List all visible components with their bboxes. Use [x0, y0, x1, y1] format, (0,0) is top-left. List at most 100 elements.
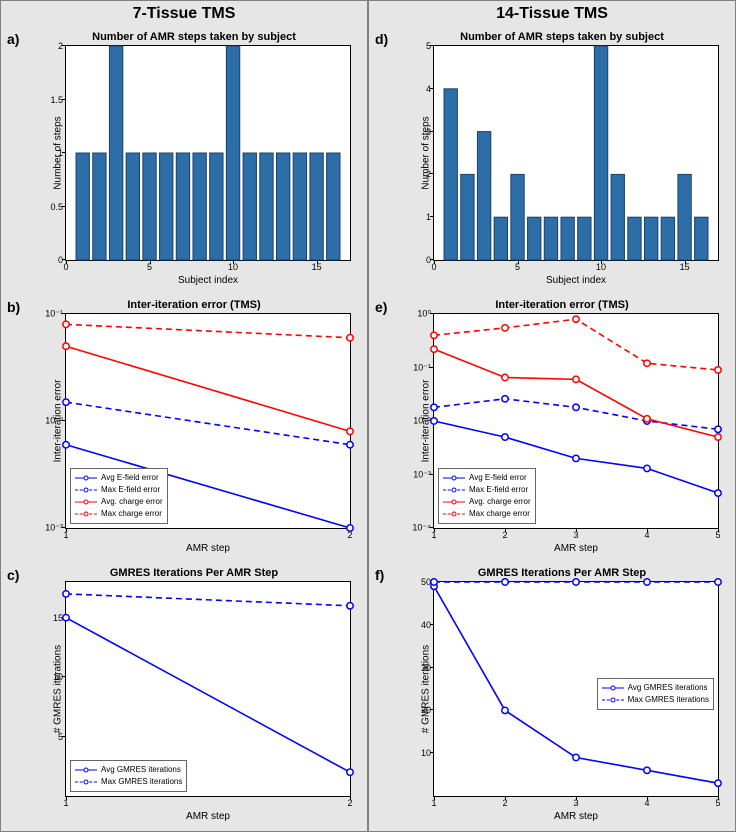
- series-marker: [573, 579, 579, 585]
- xtick-mark: [66, 528, 67, 532]
- ylabel: # GMRES iterations: [421, 645, 432, 733]
- panel-label-c: c): [7, 567, 19, 583]
- legend-marker-icon: [84, 512, 89, 517]
- legend-row: Avg. charge error: [443, 496, 531, 508]
- ytick: 2: [58, 41, 66, 51]
- legend-row: Avg GMRES iterations: [75, 764, 182, 776]
- series-line: [434, 399, 718, 429]
- bar: [276, 153, 289, 260]
- ytick: 10: [421, 748, 434, 758]
- series-marker: [644, 579, 650, 585]
- legend-text: Max E-field error: [469, 484, 528, 496]
- panel-e: e) Inter-iteration error (TMS) Inter-ite…: [397, 297, 727, 557]
- legend-sample: [443, 497, 465, 507]
- bar: [310, 153, 323, 260]
- series-marker: [715, 780, 721, 786]
- legend-text: Max GMRES iterations: [628, 694, 709, 706]
- xlabel: AMR step: [186, 811, 230, 822]
- xtick-mark: [718, 528, 719, 532]
- legend-sample: [75, 485, 97, 495]
- bar: [544, 217, 557, 260]
- xtick-mark: [505, 796, 506, 800]
- legend: Avg GMRES iterationsMax GMRES iterations: [70, 760, 187, 792]
- xtick-mark: [647, 528, 648, 532]
- column-header-right: 14-Tissue TMS: [369, 1, 735, 27]
- bar: [461, 174, 474, 260]
- bar: [160, 153, 173, 260]
- legend-row: Max charge error: [443, 508, 531, 520]
- bar: [494, 217, 507, 260]
- series-marker: [502, 579, 508, 585]
- ytick: 5: [58, 732, 66, 742]
- series-marker: [644, 465, 650, 471]
- legend-text: Avg E-field error: [101, 472, 159, 484]
- series-marker: [347, 428, 353, 434]
- ytick: 10⁰: [417, 309, 434, 320]
- ytick: 10: [53, 672, 66, 682]
- legend-text: Avg E-field error: [469, 472, 527, 484]
- axes-b: Inter-iteration errorAMR step10⁻³10⁻²10⁻…: [65, 313, 351, 529]
- ytick: 1.5: [50, 95, 66, 105]
- series-marker: [644, 416, 650, 422]
- xtick-mark: [518, 260, 519, 264]
- series-marker: [502, 707, 508, 713]
- series-marker: [347, 335, 353, 341]
- legend-row: Max charge error: [75, 508, 163, 520]
- ytick: 10⁻³: [413, 469, 434, 480]
- column-left: 7-Tissue TMS a) Number of AMR steps take…: [0, 0, 368, 832]
- legend-row: Avg. charge error: [75, 496, 163, 508]
- legend: Avg E-field errorMax E-field errorAvg. c…: [438, 468, 536, 524]
- legend-marker-icon: [452, 512, 457, 517]
- panel-label-e: e): [375, 299, 387, 315]
- xtick-mark: [576, 528, 577, 532]
- panel-title-b: Inter-iteration error (TMS): [29, 297, 359, 313]
- legend-text: Avg. charge error: [101, 496, 163, 508]
- xtick-mark: [434, 528, 435, 532]
- series-marker: [347, 525, 353, 531]
- bar: [260, 153, 273, 260]
- series-marker: [573, 376, 579, 382]
- xlabel: Subject index: [178, 275, 238, 286]
- xlabel: Subject index: [546, 275, 606, 286]
- series-marker: [502, 434, 508, 440]
- panel-title-c: GMRES Iterations Per AMR Step: [29, 565, 359, 581]
- bar: [327, 153, 340, 260]
- ytick: 5: [426, 41, 434, 51]
- axes-a: Number of stepsSubject index00.511.52051…: [65, 45, 351, 261]
- series-marker: [63, 343, 69, 349]
- bar: [76, 153, 89, 260]
- axes-e: Inter-iteration errorAMR step10⁻⁴10⁻³10⁻…: [433, 313, 719, 529]
- series-marker: [573, 754, 579, 760]
- bar: [210, 153, 223, 260]
- legend-marker-icon: [84, 500, 89, 505]
- bar: [243, 153, 256, 260]
- legend-row: Avg E-field error: [75, 472, 163, 484]
- ytick: 1: [426, 212, 434, 222]
- xtick-mark: [647, 796, 648, 800]
- legend-text: Max GMRES iterations: [101, 776, 182, 788]
- bar: [678, 174, 691, 260]
- column-header-left: 7-Tissue TMS: [1, 1, 367, 27]
- axes-f: # GMRES iterationsAMR step10203040501234…: [433, 581, 719, 797]
- panel-title-f: GMRES Iterations Per AMR Step: [397, 565, 727, 581]
- legend-sample: [602, 695, 624, 705]
- bar: [695, 217, 708, 260]
- panel-title-d: Number of AMR steps taken by subject: [397, 29, 727, 45]
- xlabel: AMR step: [186, 543, 230, 554]
- legend-marker-icon: [84, 476, 89, 481]
- series-marker: [502, 396, 508, 402]
- series-marker: [63, 399, 69, 405]
- axes-c: # GMRES iterationsAMR step5101512Avg GMR…: [65, 581, 351, 797]
- series-marker: [431, 579, 437, 585]
- xtick-mark: [434, 260, 435, 264]
- legend-sample: [75, 497, 97, 507]
- series-line: [66, 402, 350, 445]
- legend-sample: [75, 509, 97, 519]
- xtick-mark: [718, 796, 719, 800]
- series-marker: [644, 767, 650, 773]
- series-marker: [63, 614, 69, 620]
- series-marker: [431, 404, 437, 410]
- series-marker: [715, 426, 721, 432]
- column-right: 14-Tissue TMS d) Number of AMR steps tak…: [368, 0, 736, 832]
- series-line: [66, 324, 350, 337]
